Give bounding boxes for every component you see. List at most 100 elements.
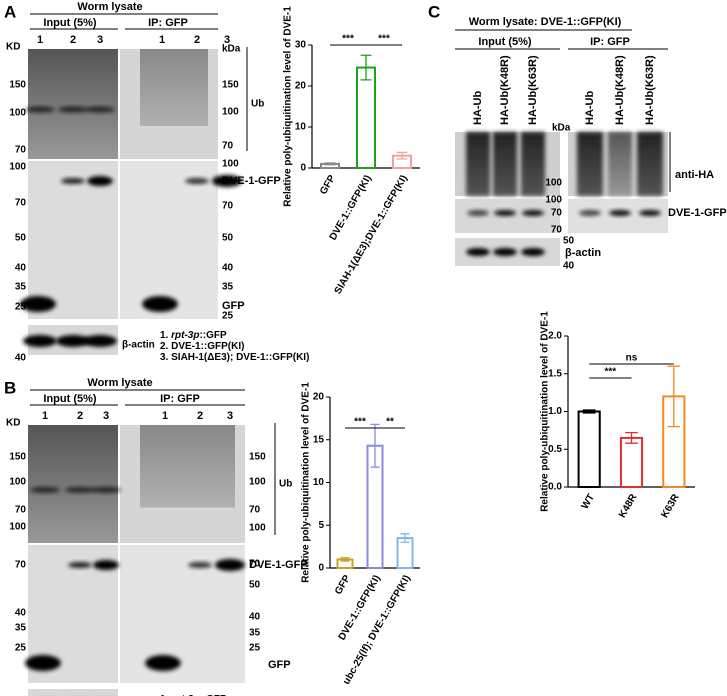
y-tick-label: 20 bbox=[295, 81, 307, 92]
panel-letter: B bbox=[4, 378, 16, 397]
marker: 70 bbox=[222, 201, 234, 212]
y-tick-label: 1.5 bbox=[548, 368, 562, 379]
y-tick-label: 5 bbox=[318, 520, 324, 531]
y-axis-label: Relative poly-ubiquitination level of DV… bbox=[283, 6, 294, 207]
blot-band bbox=[25, 106, 55, 113]
blot-label: DVE-1-GFP bbox=[668, 207, 727, 219]
significance-label: *** bbox=[378, 34, 390, 45]
blot bbox=[28, 161, 118, 319]
blot-label: β-actin bbox=[122, 340, 155, 351]
y-tick-label: 0.0 bbox=[548, 482, 562, 493]
kd-label: KD bbox=[6, 42, 20, 53]
lane-label: 3 bbox=[103, 410, 109, 422]
marker: 70 bbox=[15, 505, 27, 516]
lane-label: 1 bbox=[42, 410, 48, 422]
marker: 35 bbox=[222, 282, 234, 293]
blot-band bbox=[23, 335, 57, 347]
marker: 70 bbox=[249, 559, 261, 570]
legend-part: 1. bbox=[160, 330, 171, 341]
blot-band bbox=[30, 486, 60, 493]
marker: 50 bbox=[222, 233, 234, 244]
lane-label: HA-Ub(K63R) bbox=[644, 55, 656, 125]
error-bar bbox=[370, 423, 380, 468]
blot-smear bbox=[466, 132, 490, 196]
blot-band bbox=[83, 335, 117, 347]
blot-label: β-actin bbox=[565, 247, 601, 259]
error-bar bbox=[324, 162, 336, 166]
blot bbox=[28, 425, 118, 543]
y-tick-label: 10 bbox=[313, 477, 325, 488]
blot-label: GFP bbox=[268, 659, 291, 671]
legend-item: 1. rpt-3p::GFP bbox=[160, 694, 227, 696]
marker: 40 bbox=[563, 261, 575, 272]
x-tick-label: WT bbox=[580, 492, 597, 511]
panel-letter: A bbox=[4, 2, 16, 21]
blot bbox=[28, 49, 118, 159]
kda-label: kDa bbox=[222, 44, 241, 55]
x-tick-label: GFP bbox=[318, 173, 338, 197]
kd-label: KD bbox=[6, 418, 20, 429]
marker: 70 bbox=[249, 505, 261, 516]
blot-band bbox=[85, 106, 115, 113]
x-tick-label: GFP bbox=[333, 573, 353, 597]
significance-label: ** bbox=[386, 417, 394, 428]
error-bar bbox=[582, 409, 596, 414]
error-bar bbox=[625, 431, 638, 444]
blot bbox=[120, 161, 218, 319]
bar bbox=[356, 66, 376, 169]
lane-label: 1 bbox=[159, 34, 165, 46]
header: IP: GFP bbox=[160, 393, 200, 405]
marker: 40 bbox=[15, 353, 27, 364]
blot-smear bbox=[140, 49, 208, 126]
blot-band bbox=[87, 176, 113, 186]
blot bbox=[455, 199, 560, 233]
marker: 70 bbox=[551, 225, 563, 236]
marker: 100 bbox=[222, 107, 239, 118]
marker: 35 bbox=[15, 623, 27, 634]
marker: 150 bbox=[9, 80, 26, 91]
kda-label: kDa bbox=[552, 123, 571, 134]
panel-letter: C bbox=[428, 2, 440, 21]
lane-label: HA-Ub bbox=[472, 91, 484, 125]
marker: 100 bbox=[9, 108, 26, 119]
x-tick-label: SIAH-1(ΔE3);DVE-1::GFP(KI) bbox=[333, 173, 410, 296]
blot-label: anti-HA bbox=[675, 169, 714, 181]
marker: 35 bbox=[15, 282, 27, 293]
blot-band bbox=[58, 106, 88, 113]
y-tick-label: 0 bbox=[300, 163, 306, 174]
blot-band bbox=[639, 210, 661, 216]
blot-band bbox=[493, 248, 517, 256]
marker: 25 bbox=[249, 643, 261, 654]
y-tick-label: 30 bbox=[295, 40, 307, 51]
blot-band bbox=[212, 175, 242, 187]
marker: 40 bbox=[15, 263, 27, 274]
marker: 100 bbox=[545, 195, 562, 206]
blot-band bbox=[185, 178, 209, 184]
y-tick-label: 0.5 bbox=[548, 444, 562, 455]
blot-band bbox=[145, 655, 181, 671]
blot-band bbox=[188, 562, 212, 568]
header: Worm lysate bbox=[87, 377, 152, 389]
bar bbox=[619, 436, 644, 488]
legend-item: 1. rpt-3p::GFP bbox=[160, 330, 227, 341]
blot-label: Ub bbox=[279, 479, 292, 490]
legend-item: 3. SIAH-1(ΔE3); DVE-1::GFP(KI) bbox=[160, 352, 309, 363]
significance-label: *** bbox=[604, 367, 616, 378]
header: Worm lysate: DVE-1::GFP(KI) bbox=[469, 16, 622, 28]
legend-part: ::GFP bbox=[199, 694, 227, 696]
blot-smear bbox=[521, 132, 545, 196]
x-tick-label: K48R bbox=[617, 492, 640, 520]
error-bar bbox=[396, 151, 408, 160]
significance-label: ns bbox=[626, 353, 638, 364]
lane-label: HA-Ub(K48R) bbox=[499, 55, 511, 125]
blot-band bbox=[579, 210, 601, 216]
blot-band bbox=[215, 559, 245, 571]
marker: 40 bbox=[15, 608, 27, 619]
marker: 40 bbox=[249, 612, 261, 623]
legend-part: rpt-3p bbox=[171, 330, 199, 341]
lane-label: 1 bbox=[37, 34, 43, 46]
y-tick-label: 2.0 bbox=[548, 331, 562, 342]
legend-part: 2. DVE-1::GFP(KI) bbox=[160, 341, 244, 352]
marker: 100 bbox=[249, 523, 266, 534]
marker: 100 bbox=[9, 522, 26, 533]
